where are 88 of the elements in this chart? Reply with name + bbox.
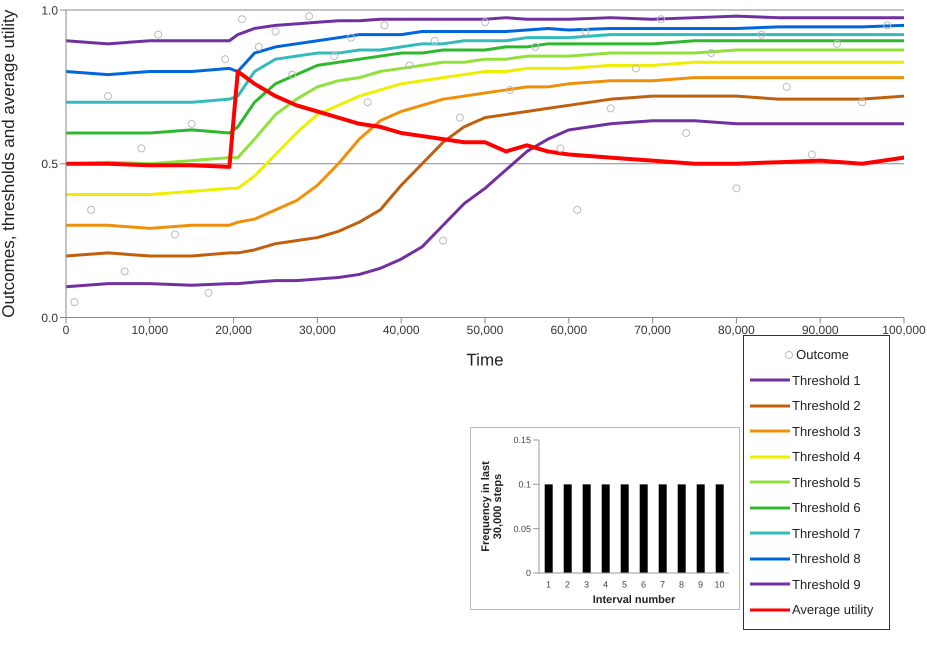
point: [204, 288, 212, 297]
x-tick-label: 4: [602, 579, 608, 590]
legend-label: Threshold 9: [792, 576, 861, 592]
point: [707, 49, 716, 58]
x-tick-label: 9: [698, 579, 704, 590]
x-tick-label: 10,000: [131, 323, 168, 338]
point: [808, 150, 816, 159]
point: [87, 206, 96, 214]
x-tick-label: 80,000: [718, 323, 756, 338]
x-tick-label: 3: [584, 579, 590, 590]
x-tick-label: 60,000: [550, 323, 588, 338]
point: [346, 34, 355, 42]
y-tick-label: 0.15: [513, 435, 531, 446]
legend-label: Threshold 8: [792, 551, 861, 566]
legend-label: Average utility: [792, 602, 874, 618]
x-tick-label: 90,000: [802, 323, 839, 338]
x-axis-title: Interval number: [592, 594, 676, 606]
point: [782, 82, 791, 91]
point: [406, 61, 414, 70]
y-axis-title: Outcomes, thresholds and average utility: [0, 9, 18, 318]
y-tick-label: 0.1: [518, 480, 531, 490]
point: [682, 129, 690, 137]
y-tick-label: 0.5: [41, 157, 58, 172]
x-tick-label: 10: [714, 579, 725, 590]
legend-label: Threshold 4: [792, 449, 861, 464]
point: [272, 28, 280, 36]
x-tick-label: 1: [546, 579, 552, 590]
x-tick-label: 50,000: [466, 323, 504, 338]
x-axis-title: Time: [466, 350, 504, 370]
point: [556, 144, 564, 152]
point: [481, 18, 489, 26]
legend-label: Threshold 7: [792, 526, 861, 541]
x-tick-label: 6: [640, 579, 646, 590]
point: [758, 30, 766, 39]
point: [430, 36, 439, 45]
point: [70, 298, 78, 306]
line-series: [66, 14, 904, 46]
point: [104, 92, 112, 100]
point: [456, 114, 464, 122]
point: [254, 42, 263, 51]
y-tick-label: 0.05: [513, 524, 531, 534]
point: [606, 104, 615, 112]
point: [573, 206, 582, 214]
point: [380, 21, 388, 30]
point: [506, 86, 514, 94]
x-tick-label: 30,000: [299, 323, 336, 338]
point: [154, 30, 162, 39]
point: [364, 98, 372, 106]
x-tick-label: 70,000: [634, 323, 672, 338]
legend-label: Outcome: [796, 347, 849, 362]
point: [221, 55, 230, 64]
point: [305, 12, 314, 20]
legend-label: Threshold 1: [792, 372, 861, 388]
line-series: [66, 33, 904, 104]
point: [732, 184, 740, 192]
point: [137, 144, 146, 152]
y-tick-label: 0: [526, 568, 531, 578]
point: [188, 120, 196, 128]
line-series: [66, 24, 904, 76]
x-tick-label: 2: [564, 579, 570, 590]
x-tick-label: 20,000: [215, 323, 252, 338]
point: [531, 42, 540, 51]
x-tick-label: 0: [62, 323, 70, 338]
point: [120, 267, 129, 276]
point: [238, 15, 246, 24]
point: [858, 98, 866, 106]
y-tick-label: 1.0: [41, 3, 58, 18]
y-tick-label: 0.0: [41, 310, 58, 325]
point: [656, 15, 665, 24]
point: [330, 52, 338, 60]
x-tick-label: 100,000: [882, 323, 926, 338]
legend-label: Threshold 6: [792, 500, 861, 516]
line-series: [66, 39, 904, 134]
x-tick-label: 40,000: [382, 323, 420, 338]
point: [883, 21, 892, 30]
y-axis-title: Frequency in last 30,000 steps: [480, 460, 504, 552]
x-tick-label: 8: [678, 579, 684, 590]
point: [632, 64, 640, 72]
x-tick-label: 5: [622, 579, 628, 590]
point: [439, 236, 448, 245]
x-tick-label: 7: [660, 579, 666, 590]
point: [832, 40, 841, 48]
point: [582, 28, 590, 36]
point: [288, 70, 296, 79]
legend-label: Threshold 5: [792, 474, 861, 490]
legend-label: Threshold 3: [792, 424, 861, 439]
legend-label: Threshold 2: [792, 398, 861, 414]
point: [170, 230, 179, 238]
